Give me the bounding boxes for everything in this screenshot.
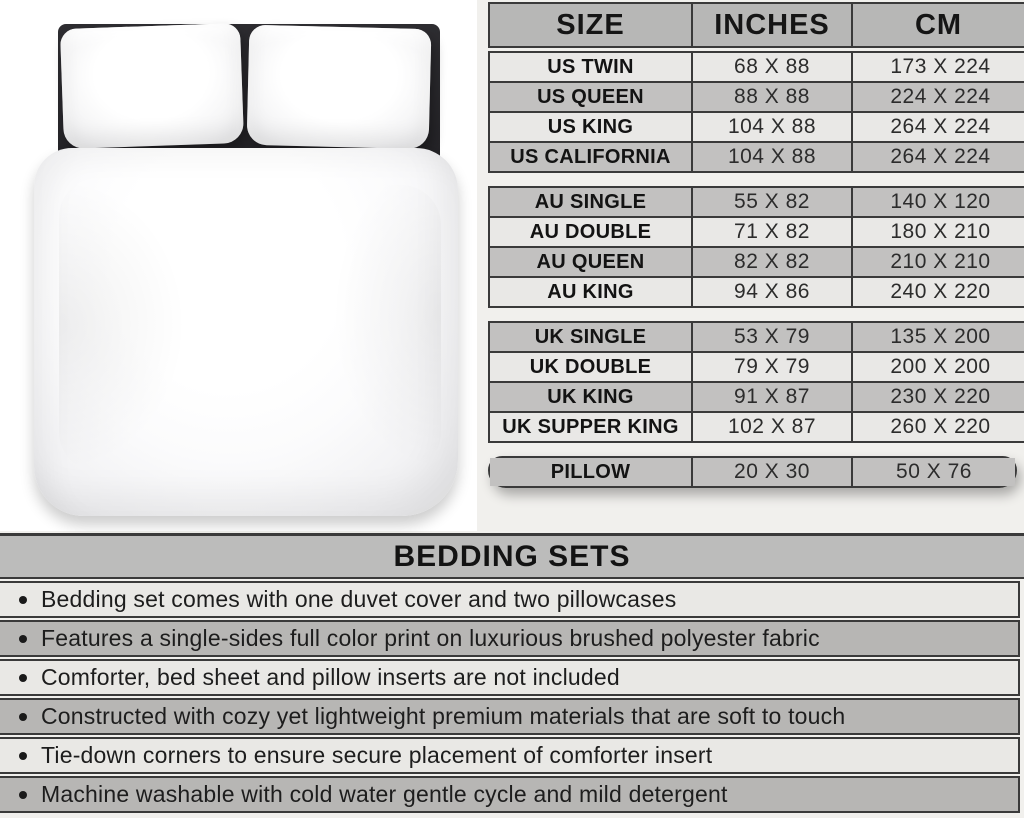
- duvet: [34, 148, 458, 516]
- feature-text: Bedding set comes with one duvet cover a…: [41, 586, 677, 612]
- feature-item: Constructed with cozy yet lightweight pr…: [0, 698, 1020, 735]
- cell-inches: 71 X 82: [693, 218, 853, 246]
- size-group-us: US TWIN 68 X 88 173 X 224 US QUEEN 88 X 88 22…: [488, 51, 1024, 173]
- size-group-pillow: PILLOW 20 X 30 50 X 76: [488, 456, 1017, 488]
- feature-text: Tie-down corners to ensure secure placem…: [41, 742, 713, 768]
- cell-inches: 94 X 86: [693, 278, 853, 306]
- cell-size: US TWIN: [490, 53, 693, 81]
- table-row: UK SUPPER KING 102 X 87 260 X 220: [490, 413, 1024, 441]
- table-row: AU DOUBLE 71 X 82 180 X 210: [490, 218, 1024, 248]
- table-row: US QUEEN 88 X 88 224 X 224: [490, 83, 1024, 113]
- table-row: US TWIN 68 X 88 173 X 224: [490, 53, 1024, 83]
- cell-inches: 104 X 88: [693, 113, 853, 141]
- cell-cm: 230 X 220: [890, 385, 991, 408]
- cell-cm: 180 X 210: [890, 220, 991, 243]
- features-list: Bedding set comes with one duvet cover a…: [0, 581, 1024, 813]
- cell-inches: 53 X 79: [693, 323, 853, 351]
- cell-inches: 102 X 87: [693, 413, 853, 441]
- bullet-icon: [19, 712, 27, 721]
- cell-cm: 264 X 224: [890, 115, 991, 138]
- cell-size: US QUEEN: [490, 83, 693, 111]
- cell-cm: 240 X 220: [890, 280, 991, 303]
- pillow-left: [59, 22, 245, 150]
- cell-inches: 55 X 82: [693, 188, 853, 216]
- table-row: UK SINGLE 53 X 79 135 X 200: [490, 323, 1024, 353]
- cell-size: US CALIFORNIA: [490, 143, 693, 171]
- feature-item: Machine washable with cold water gentle …: [0, 776, 1020, 813]
- table-row: UK DOUBLE 79 X 79 200 X 200: [490, 353, 1024, 383]
- cell-cm: 200 X 200: [890, 355, 991, 378]
- duvet-fold: [330, 184, 442, 472]
- features-section: BEDDING SETS Bedding set comes with one …: [0, 533, 1024, 813]
- bullet-icon: [19, 673, 27, 682]
- column-header-cm: CM: [914, 8, 963, 41]
- cell-inches: 82 X 82: [693, 248, 853, 276]
- table-row: US CALIFORNIA 104 X 88 264 X 224: [490, 143, 1024, 171]
- cell-inches: 68 X 88: [693, 53, 853, 81]
- cell-cm: 140 X 120: [890, 190, 991, 213]
- features-title-bar: BEDDING SETS: [0, 533, 1024, 579]
- cell-size: UK DOUBLE: [490, 353, 693, 381]
- table-row: UK KING 91 X 87 230 X 220: [490, 383, 1024, 413]
- table-row: PILLOW 20 X 30 50 X 76: [490, 458, 1015, 486]
- bullet-icon: [19, 751, 27, 760]
- cell-cm: 173 X 224: [890, 55, 991, 78]
- feature-item: Tie-down corners to ensure secure placem…: [0, 737, 1020, 774]
- size-chart: SIZE INCHES CM US TWIN 68 X 88 173 X 224 US Q…: [488, 2, 1024, 488]
- cell-size: AU QUEEN: [490, 248, 693, 276]
- cell-size: UK SUPPER KING: [490, 413, 693, 441]
- bedding-photo: [0, 0, 477, 531]
- cell-size: UK SINGLE: [490, 323, 693, 351]
- table-row: AU SINGLE 55 X 82 140 X 120: [490, 188, 1024, 218]
- table-row: AU QUEEN 82 X 82 210 X 210: [490, 248, 1024, 278]
- size-table-header: SIZE INCHES CM: [488, 2, 1024, 48]
- size-group-uk: UK SINGLE 53 X 79 135 X 200 UK DOUBLE 79 X 7…: [488, 321, 1024, 443]
- duvet-fold: [59, 177, 187, 472]
- cell-cm: 264 X 224: [890, 145, 991, 168]
- cell-cm: 224 X 224: [890, 85, 991, 108]
- column-header-inches: INCHES: [693, 4, 853, 46]
- cell-inches: 88 X 88: [693, 83, 853, 111]
- bullet-icon: [19, 634, 27, 643]
- cell-size: PILLOW: [490, 458, 693, 486]
- feature-text: Machine washable with cold water gentle …: [41, 781, 728, 807]
- cell-size: AU KING: [490, 278, 693, 306]
- feature-item: Features a single-sides full color print…: [0, 620, 1020, 657]
- feature-text: Features a single-sides full color print…: [41, 625, 820, 651]
- cell-cm: 210 X 210: [890, 250, 991, 273]
- cell-inches: 20 X 30: [693, 458, 853, 486]
- cell-cm: 260 X 220: [890, 415, 991, 438]
- size-table-groups: US TWIN 68 X 88 173 X 224 US QUEEN 88 X 88 22…: [488, 51, 1024, 488]
- cell-size: US KING: [490, 113, 693, 141]
- cell-cm: 135 X 200: [890, 325, 991, 348]
- size-group-au: AU SINGLE 55 X 82 140 X 120 AU DOUBLE 71 X 8…: [488, 186, 1024, 308]
- pillow-right: [246, 24, 432, 150]
- feature-text: Comforter, bed sheet and pillow inserts …: [41, 664, 620, 690]
- cell-cm: 50 X 76: [896, 460, 972, 483]
- feature-text: Constructed with cozy yet lightweight pr…: [41, 703, 846, 729]
- cell-inches: 79 X 79: [693, 353, 853, 381]
- cell-size: UK KING: [490, 383, 693, 411]
- table-row: AU KING 94 X 86 240 X 220: [490, 278, 1024, 306]
- cell-size: AU SINGLE: [490, 188, 693, 216]
- feature-item: Comforter, bed sheet and pillow inserts …: [0, 659, 1020, 696]
- bullet-icon: [19, 790, 27, 799]
- cell-inches: 91 X 87: [693, 383, 853, 411]
- bullet-icon: [19, 595, 27, 604]
- column-header-size: SIZE: [490, 4, 693, 46]
- feature-item: Bedding set comes with one duvet cover a…: [0, 581, 1020, 618]
- table-row: US KING 104 X 88 264 X 224: [490, 113, 1024, 143]
- cell-inches: 104 X 88: [693, 143, 853, 171]
- features-title: BEDDING SETS: [393, 539, 631, 573]
- cell-size: AU DOUBLE: [490, 218, 693, 246]
